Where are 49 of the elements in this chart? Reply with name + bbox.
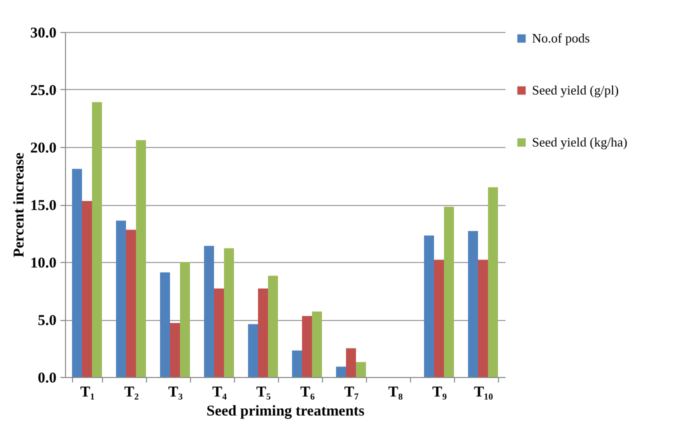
legend-label: No.of pods [532, 30, 590, 46]
x-tick-label: T₄ [212, 384, 228, 400]
bar [346, 348, 356, 377]
x-tick-label: T₃ [168, 384, 184, 400]
bar [248, 324, 258, 377]
bar [312, 311, 322, 377]
y-tick-label: 10.0 [30, 256, 56, 272]
bar [268, 276, 278, 377]
x-tick-label: T₆ [300, 384, 316, 400]
y-tick-label: 30.0 [30, 26, 56, 42]
bar [92, 102, 102, 377]
x-tick-label: T₁ [80, 384, 95, 400]
bar [478, 260, 488, 377]
y-tick-label: 20.0 [30, 140, 56, 156]
x-tick-label: T₉ [432, 384, 448, 400]
y-tick-label: 5.0 [38, 313, 56, 329]
bar [170, 322, 180, 377]
bar [356, 362, 366, 377]
bar [136, 140, 146, 377]
bar [214, 288, 224, 377]
bar [488, 187, 498, 377]
bar [82, 201, 92, 377]
y-tick-label: 15.0 [30, 198, 56, 214]
y-tick-label: 25.0 [30, 83, 56, 99]
x-tick-label: T₅ [256, 384, 272, 400]
bar [204, 246, 214, 377]
bar [224, 248, 234, 377]
bar [126, 230, 136, 377]
bar [302, 316, 312, 377]
bar [160, 272, 170, 377]
bar [444, 206, 454, 377]
x-tick-label: T₂ [124, 384, 140, 400]
y-tick-label: 0.0 [38, 370, 56, 386]
y-axis-title: Percent increase [11, 152, 28, 258]
x-tick-label: T₁₀ [474, 384, 494, 400]
legend-label: Seed yield (kg/ha) [532, 134, 628, 150]
bar [72, 168, 82, 377]
bar [468, 230, 478, 377]
x-axis-title: Seed priming treatments [206, 404, 365, 420]
bar [336, 366, 346, 377]
bar [180, 262, 190, 377]
bar [434, 260, 444, 377]
bar [116, 220, 126, 377]
bar [258, 288, 268, 377]
bar [424, 236, 434, 377]
bar [292, 350, 302, 377]
legend-label: Seed yield (g/pl) [532, 82, 619, 98]
x-tick-label: T₈ [388, 384, 404, 400]
x-tick-label: T₇ [344, 384, 360, 400]
